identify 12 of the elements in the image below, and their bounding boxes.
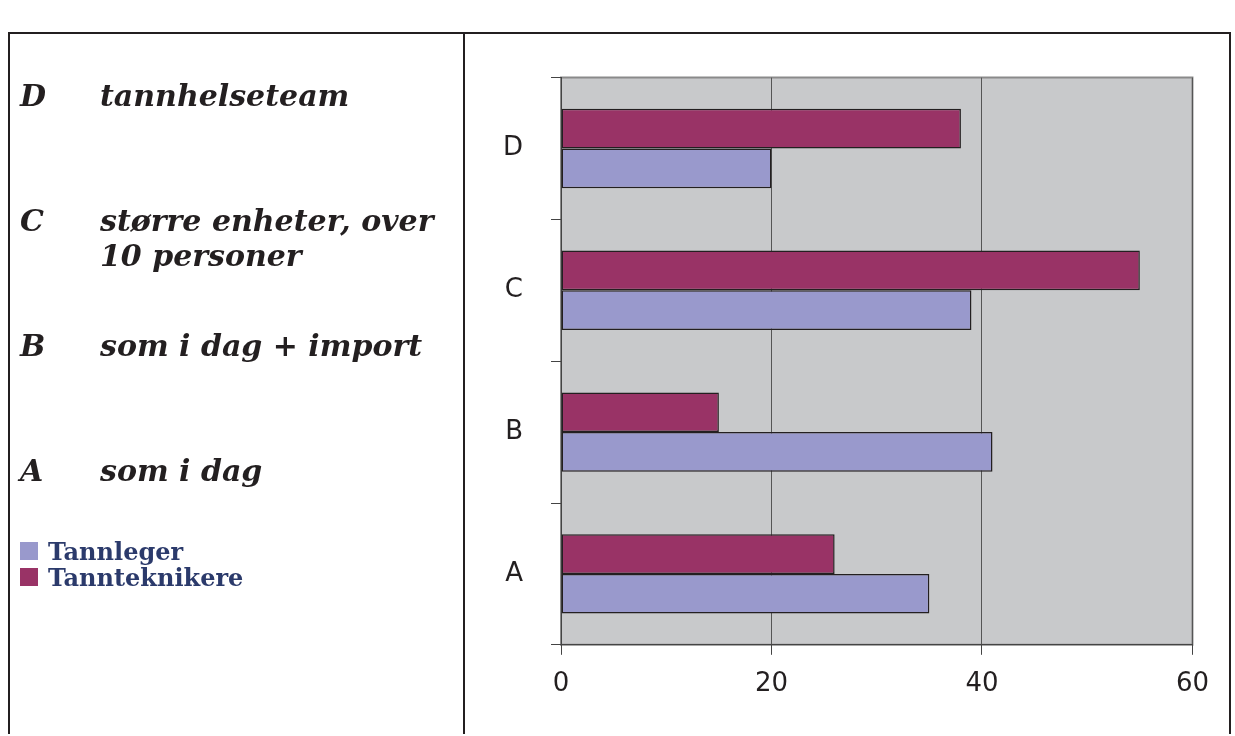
x-tick-label: 40: [965, 667, 999, 698]
x-tick-label: 0: [552, 667, 570, 698]
y-tick-label: B: [505, 414, 524, 445]
text: C større enheter, over 10 personer: [20, 203, 434, 273]
legend-label: Tannleger: [48, 536, 184, 566]
y-tick-label: D: [502, 131, 524, 162]
y-tick-label: C: [504, 273, 524, 304]
x-tick-label: 20: [754, 667, 789, 698]
text: D tannhelseteam: [20, 78, 350, 113]
text: B som i dag + import: [20, 328, 423, 363]
y-tick-label: A: [505, 556, 524, 587]
x-tick-label: 60: [1175, 667, 1209, 698]
